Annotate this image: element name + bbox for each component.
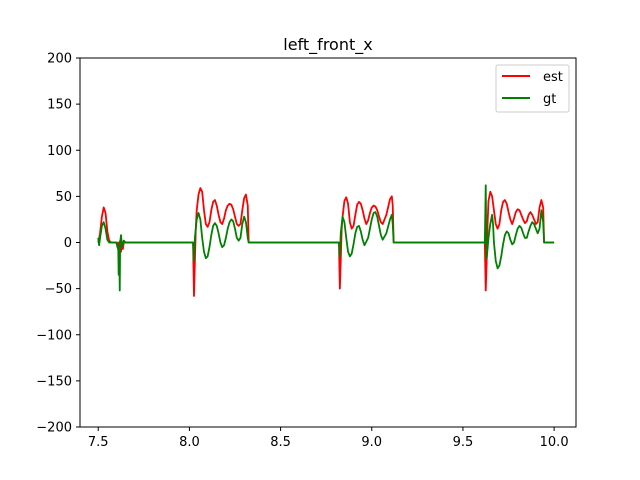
- legend: est gt: [495, 64, 570, 113]
- y-tick-label: 200: [47, 52, 72, 67]
- x-tick-label: 8.0: [179, 435, 200, 450]
- y-tick-label: −200: [36, 421, 72, 436]
- x-tick-label: 7.5: [88, 435, 109, 450]
- y-tick-label: 0: [64, 236, 72, 251]
- x-tick-label: 10.0: [540, 435, 569, 450]
- series-line-est: [97, 187, 555, 297]
- series-line-gt: [97, 184, 555, 292]
- x-tick-label: 9.5: [453, 435, 474, 450]
- y-tick-label: −100: [36, 328, 72, 343]
- chart-title: left_front_x: [283, 35, 372, 55]
- y-tick-label: 100: [47, 144, 72, 159]
- y-tick-label: 50: [55, 190, 72, 205]
- y-tick-label: −50: [45, 282, 72, 297]
- y-tick-label: 150: [47, 98, 72, 113]
- legend-label-gt: gt: [543, 92, 556, 107]
- x-tick-label: 9.0: [361, 435, 382, 450]
- x-axis: 7.5 8.0 8.5 9.0 9.5 10.0: [88, 427, 569, 450]
- x-tick-label: 8.5: [270, 435, 291, 450]
- legend-label-est: est: [543, 70, 563, 85]
- y-tick-label: −150: [36, 374, 72, 389]
- y-axis: −200 −150 −100 −50 0 50 100 150 200: [36, 52, 80, 436]
